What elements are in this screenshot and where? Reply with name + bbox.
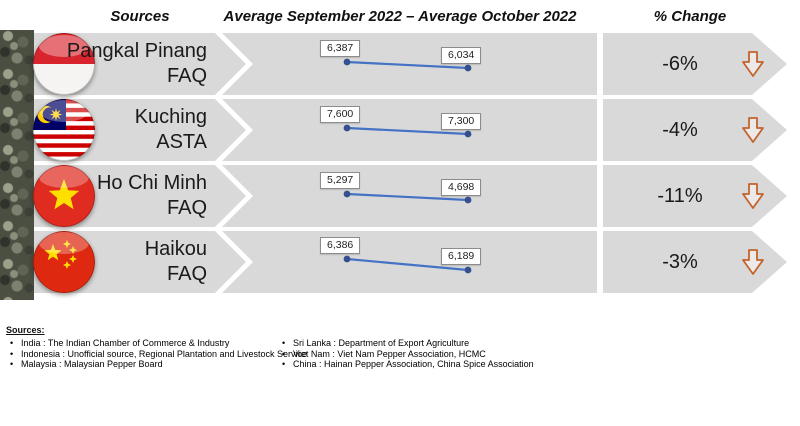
footnotes-left-column: India : The Indian Chamber of Commerce &… (8, 338, 307, 370)
down-arrow-icon (742, 117, 764, 143)
market-grade: FAQ (166, 263, 207, 285)
sep-value-label: 6,386 (320, 237, 361, 254)
sep-value-label: 5,297 (320, 172, 361, 189)
market-grade: FAQ (166, 197, 207, 219)
market-name: Ho Chi Minh FAQ (40, 171, 207, 221)
chart-band (222, 231, 597, 293)
table-row: Kuching ASTA 7,600 7,300 -4% (0, 99, 800, 161)
footnote-item: China : Hainan Pepper Association, China… (280, 359, 580, 370)
malaysia-flag-icon (33, 99, 95, 161)
market-city: Haikou (144, 238, 207, 260)
pct-change-value: -4% (662, 119, 698, 141)
price-trend-chart: 6,386 6,189 (246, 231, 597, 293)
footnote-item: Viet Nam : Viet Nam Pepper Association, … (280, 349, 580, 360)
oct-value-label: 4,698 (441, 179, 482, 196)
table-row: Haikou FAQ 6,386 6,189 -3% (0, 231, 800, 293)
footnotes-right-column: Sri Lanka : Department of Export Agricul… (280, 338, 580, 370)
oct-value-label: 6,034 (441, 47, 482, 64)
sep-value-label: 6,387 (320, 40, 361, 57)
price-trend-chart: 7,600 7,300 (246, 99, 597, 161)
footnotes-title: Sources: (6, 325, 45, 335)
pct-change-value: -6% (662, 53, 698, 75)
price-trend-chart: 6,387 6,034 (246, 33, 597, 95)
market-name: Kuching ASTA (40, 105, 207, 155)
pct-change-value: -11% (657, 185, 703, 207)
column-header-sources: Sources (110, 8, 170, 25)
market-grade: ASTA (156, 131, 207, 153)
market-city: Pangkal Pinang (66, 40, 207, 62)
market-name: Haikou FAQ (40, 237, 207, 287)
oct-value-label: 7,300 (441, 113, 482, 130)
oct-value-label: 6,189 (441, 248, 482, 265)
footnote-item: India : The Indian Chamber of Commerce &… (8, 338, 283, 349)
china-flag-icon (33, 231, 95, 293)
market-name: Pangkal Pinang FAQ (40, 39, 207, 89)
price-trend-chart: 5,297 4,698 (246, 165, 597, 227)
vietnam-flag-icon (33, 165, 95, 227)
footnote-item: Indonesia : Unofficial source, Regional … (8, 349, 307, 360)
peppercorn-photo-strip (0, 30, 34, 300)
down-arrow-icon (742, 249, 764, 275)
down-arrow-icon (742, 183, 764, 209)
footnote-item: Malaysia : Malaysian Pepper Board (8, 359, 283, 370)
market-city: Ho Chi Minh (96, 172, 207, 194)
sep-value-label: 7,600 (320, 106, 361, 123)
down-arrow-icon (742, 51, 764, 77)
table-row: Pangkal Pinang FAQ 6,387 6,034 -6% (0, 33, 800, 95)
market-grade: FAQ (166, 65, 207, 87)
pct-change-value: -3% (662, 251, 698, 273)
footnote-item: Sri Lanka : Department of Export Agricul… (280, 338, 580, 349)
table-row: Ho Chi Minh FAQ 5,297 4,698 -11% (0, 165, 800, 227)
column-header-change: % Change (653, 8, 727, 25)
column-header-period: Average September 2022 – Average October… (223, 8, 577, 25)
market-city: Kuching (134, 106, 207, 128)
indonesia-flag-icon (33, 33, 95, 95)
